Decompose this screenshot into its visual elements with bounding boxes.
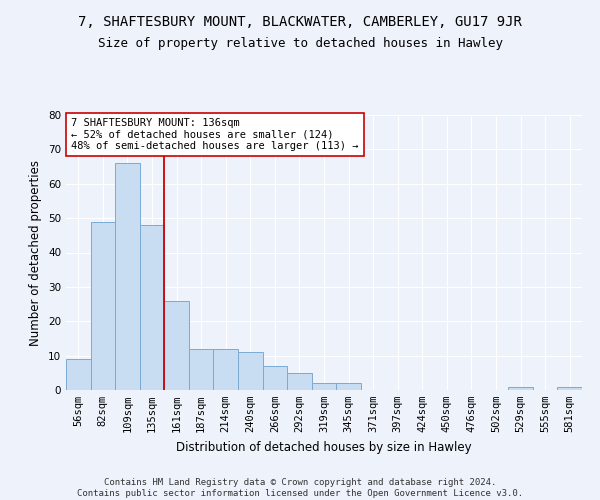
Bar	[508, 386, 533, 390]
Text: 7, SHAFTESBURY MOUNT, BLACKWATER, CAMBERLEY, GU17 9JR: 7, SHAFTESBURY MOUNT, BLACKWATER, CAMBER…	[78, 15, 522, 29]
Bar	[557, 386, 582, 390]
X-axis label: Distribution of detached houses by size in Hawley: Distribution of detached houses by size …	[176, 440, 472, 454]
Bar	[189, 349, 214, 390]
Bar	[312, 383, 336, 390]
Text: Size of property relative to detached houses in Hawley: Size of property relative to detached ho…	[97, 38, 503, 51]
Bar	[91, 222, 115, 390]
Text: Contains HM Land Registry data © Crown copyright and database right 2024.
Contai: Contains HM Land Registry data © Crown c…	[77, 478, 523, 498]
Bar	[115, 163, 140, 390]
Y-axis label: Number of detached properties: Number of detached properties	[29, 160, 43, 346]
Bar	[263, 366, 287, 390]
Bar	[336, 383, 361, 390]
Bar	[238, 352, 263, 390]
Bar	[164, 300, 189, 390]
Bar	[287, 373, 312, 390]
Bar	[140, 225, 164, 390]
Bar	[214, 349, 238, 390]
Bar	[66, 359, 91, 390]
Text: 7 SHAFTESBURY MOUNT: 136sqm
← 52% of detached houses are smaller (124)
48% of se: 7 SHAFTESBURY MOUNT: 136sqm ← 52% of det…	[71, 118, 359, 151]
